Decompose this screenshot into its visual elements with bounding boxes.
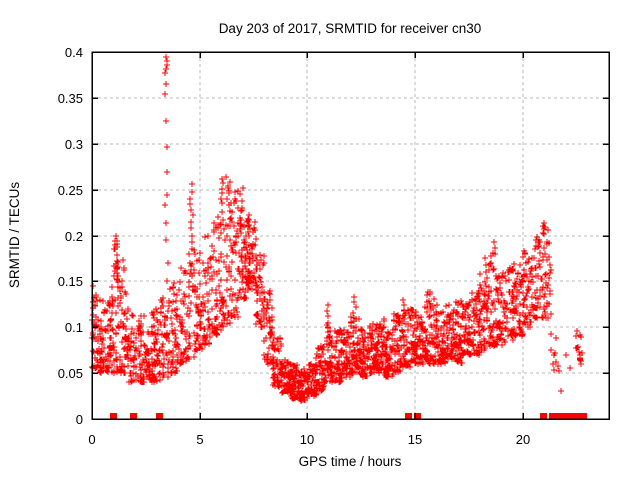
y-axis-label: SRMTID / TECUs xyxy=(7,182,22,289)
zero-value-square-marker xyxy=(110,413,117,420)
y-tick-label: 0.2 xyxy=(65,229,83,244)
y-tick-label: 0.05 xyxy=(58,366,83,381)
y-tick-label: 0.35 xyxy=(58,91,83,106)
zero-value-square-marker xyxy=(405,413,412,420)
zero-value-square-marker xyxy=(540,413,547,420)
x-tick-label: 5 xyxy=(196,432,203,447)
y-tick-label: 0.4 xyxy=(65,45,83,60)
zero-value-square-marker xyxy=(566,413,573,420)
axis-ticks xyxy=(91,51,609,420)
zero-value-square-marker xyxy=(571,413,578,420)
y-tick-labels: 0 0.05 0.1 0.15 0.2 0.25 0.3 0.35 0.4 xyxy=(58,45,83,427)
y-tick-label: 0.1 xyxy=(65,320,83,335)
scatter-points xyxy=(89,54,585,404)
zero-value-square-marker xyxy=(580,413,587,420)
zero-value-square-marker xyxy=(575,413,582,420)
x-axis-label: GPS time / hours xyxy=(299,454,402,469)
zero-value-markers xyxy=(110,413,587,420)
zero-value-square-marker xyxy=(414,413,421,420)
data-point-crosses xyxy=(89,54,585,404)
x-tick-labels: 0 5 10 15 20 xyxy=(88,432,530,447)
zero-value-square-marker xyxy=(130,413,137,420)
chart-title: Day 203 of 2017, SRMTID for receiver cn3… xyxy=(219,21,482,36)
x-tick-label: 15 xyxy=(408,432,422,447)
y-tick-label: 0 xyxy=(76,412,83,427)
y-tick-label: 0.15 xyxy=(58,274,83,289)
zero-value-square-marker xyxy=(156,413,163,420)
x-tick-label: 20 xyxy=(516,432,530,447)
x-tick-label: 10 xyxy=(300,432,314,447)
x-tick-label: 0 xyxy=(88,432,95,447)
y-tick-label: 0.3 xyxy=(65,137,83,152)
y-tick-label: 0.25 xyxy=(58,183,83,198)
